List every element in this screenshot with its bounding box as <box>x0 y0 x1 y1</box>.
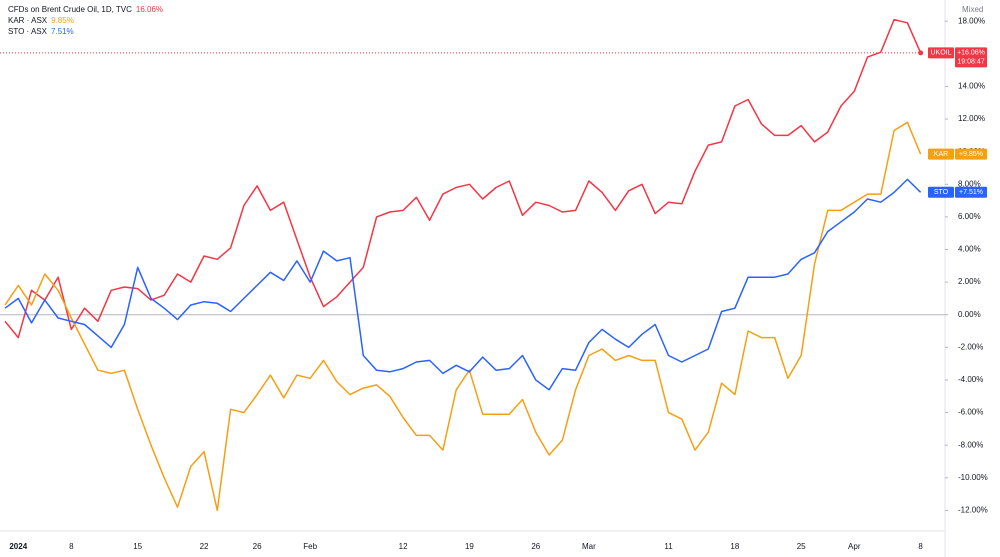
price-badge: STO +7.51% <box>928 186 987 198</box>
y-tick-label: 0.00% <box>958 310 981 319</box>
scale-mode[interactable]: Mixed <box>962 5 983 14</box>
x-tick-label: 8 <box>918 542 923 551</box>
series-line <box>4 18 922 339</box>
last-value-dot <box>918 50 924 56</box>
legend-name: STO · ASX <box>8 27 48 36</box>
price-badge: KAR +9.85% <box>928 148 987 160</box>
legend-name: CFDs on Brent Crude Oil, 1D, TVC <box>8 5 132 14</box>
x-tick-label: Mar <box>582 542 596 551</box>
x-tick-label: 18 <box>730 542 739 551</box>
x-tick-label: 25 <box>797 542 806 551</box>
x-tick-label: 22 <box>200 542 209 551</box>
legend-value: 16.06% <box>136 5 163 14</box>
series-line <box>4 121 922 512</box>
badge-value: +7.51% <box>959 189 983 196</box>
x-tick-label: 26 <box>253 542 262 551</box>
x-tick-label: Feb <box>303 542 317 551</box>
y-tick-label: 12.00% <box>958 114 985 123</box>
y-tick-label: 18.00% <box>958 16 985 25</box>
badge-symbol-bg <box>928 47 954 59</box>
legend-name: KAR · ASX <box>8 16 48 25</box>
y-tick-label: 6.00% <box>958 212 981 221</box>
badge-value-bg <box>955 148 987 160</box>
badge-value: +16.06% <box>957 50 985 57</box>
x-tick-label: 11 <box>664 542 673 551</box>
badge-value-bg <box>955 186 987 198</box>
y-tick-label: -4.00% <box>958 375 983 384</box>
badge-value: +9.85% <box>959 151 983 158</box>
y-tick-label: 14.00% <box>958 82 985 91</box>
x-tick-label: Apr <box>848 542 861 551</box>
badge-symbol: UKOIL <box>930 50 951 57</box>
y-tick-label: -8.00% <box>958 440 983 449</box>
y-tick-label: -10.00% <box>958 473 988 482</box>
y-tick-label: -12.00% <box>958 506 988 515</box>
x-tick-label: 12 <box>399 542 408 551</box>
x-tick-label: 2024 <box>9 542 27 551</box>
x-tick-label: 8 <box>69 542 74 551</box>
y-tick-label: -2.00% <box>958 342 983 351</box>
badge-countdown: 19:08:47 <box>957 59 984 66</box>
y-tick-label: -6.00% <box>958 408 983 417</box>
legend: CFDs on Brent Crude Oil, 1D, TVC 16.06% KA… <box>8 5 163 36</box>
x-tick-label: 19 <box>465 542 474 551</box>
x-tick-label: 15 <box>133 542 142 551</box>
series-line <box>4 178 922 391</box>
y-tick-label: 4.00% <box>958 245 981 254</box>
y-tick-label: 8.00% <box>958 179 981 188</box>
price-badge: UKOIL +16.06% 19:08:47 <box>928 47 987 68</box>
badge-symbol: STO <box>934 189 949 196</box>
x-tick-label: 26 <box>531 542 540 551</box>
badge-symbol-bg <box>928 186 954 198</box>
badge-value-bg <box>955 47 987 68</box>
y-tick-label: 2.00% <box>958 277 981 286</box>
badge-symbol: KAR <box>934 151 948 158</box>
legend-value: 7.51% <box>51 27 74 36</box>
legend-value: 9.85% <box>51 16 74 25</box>
badge-symbol-bg <box>928 148 954 160</box>
